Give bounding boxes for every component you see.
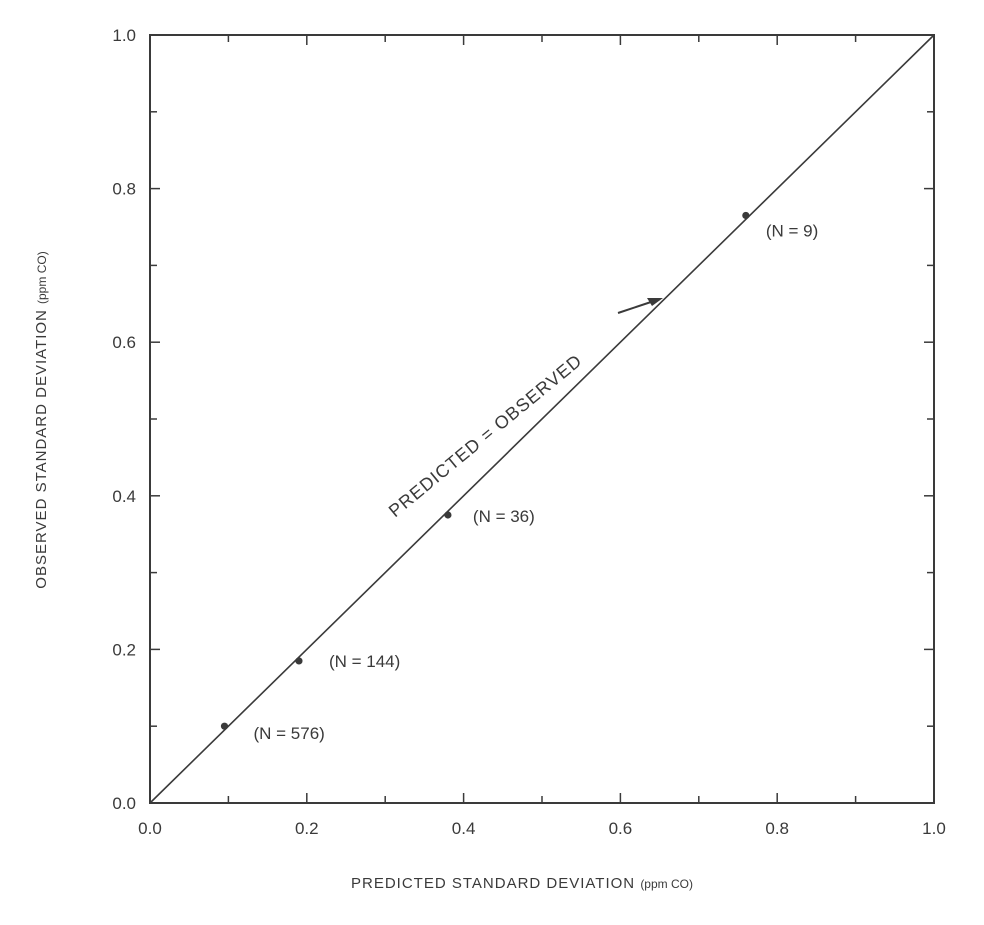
data-point <box>444 511 452 519</box>
x-tick-label: 1.0 <box>922 819 946 838</box>
plot-frame <box>149 34 935 804</box>
y-axis-title-text: OBSERVED STANDARD DEVIATION <box>33 309 50 589</box>
reference-line-label: PREDICTED = OBSERVED <box>385 350 586 521</box>
x-tick-label: 0.4 <box>452 819 476 838</box>
x-axis-title-unit: (ppm CO) <box>640 877 693 891</box>
x-axis-title-text: PREDICTED STANDARD DEVIATION <box>351 875 635 892</box>
x-axis-title: PREDICTED STANDARD DEVIATION (ppm CO) <box>351 875 693 892</box>
data-point-label: (N = 36) <box>473 507 535 526</box>
data-point <box>295 657 303 665</box>
y-tick-label: 0.6 <box>112 333 136 352</box>
x-tick-labels: 0.0 0.2 0.4 0.6 0.8 1.0 <box>138 819 946 838</box>
y-tick-label: 0.2 <box>112 640 136 659</box>
y-tick-label: 1.0 <box>112 26 136 45</box>
x-tick-label: 0.8 <box>765 819 789 838</box>
y-axis-title-unit: (ppm CO) <box>35 251 49 304</box>
reference-line-annotation: PREDICTED = OBSERVED <box>385 298 663 521</box>
data-point-label: (N = 576) <box>253 724 324 743</box>
x-tick-label: 0.0 <box>138 819 162 838</box>
y-tick-labels: 0.0 0.2 0.4 0.6 0.8 1.0 <box>112 26 136 813</box>
x-tick-label: 0.2 <box>295 819 319 838</box>
data-point <box>220 722 229 730</box>
data-point-label: (N = 144) <box>329 652 400 671</box>
data-point-labels: (N = 576) (N = 144) (N = 36) (N = 9) <box>253 221 818 743</box>
reference-line-predicted-equals-observed <box>149 34 935 804</box>
y-axis-title: OBSERVED STANDARD DEVIATION (ppm CO) <box>33 251 50 588</box>
data-point <box>742 211 750 220</box>
data-point-label: (N = 9) <box>766 221 818 240</box>
y-tick-label: 0.4 <box>112 487 136 506</box>
data-points <box>220 211 750 730</box>
axis-ticks <box>150 35 934 803</box>
y-tick-label: 0.8 <box>112 180 136 199</box>
x-tick-label: 0.6 <box>609 819 633 838</box>
y-tick-label: 0.0 <box>112 794 136 813</box>
annotation-arrow-head <box>647 298 663 306</box>
